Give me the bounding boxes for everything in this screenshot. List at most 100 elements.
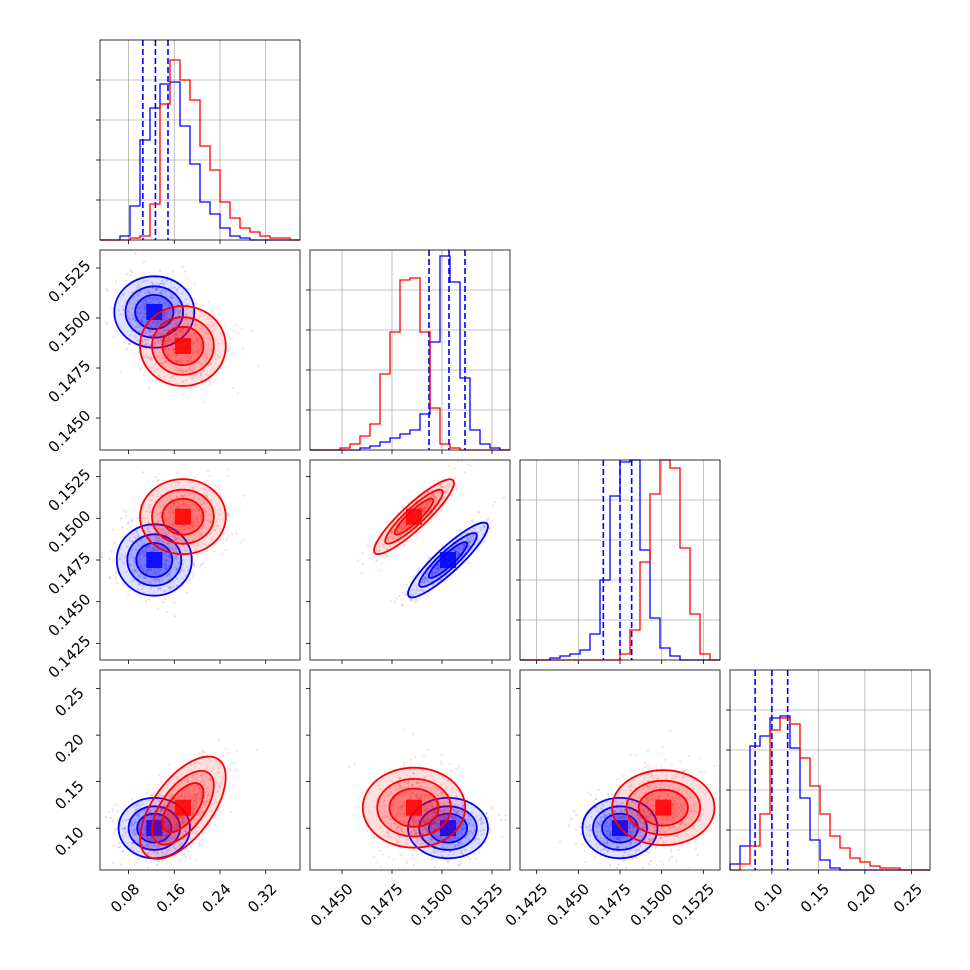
scatter-point (164, 826, 167, 829)
panel-content (356, 460, 505, 607)
scatter-point (204, 354, 208, 358)
scatter-point (425, 827, 429, 830)
scatter-point (412, 863, 416, 867)
scatter-point (470, 811, 473, 814)
scatter-point (195, 801, 198, 804)
scatter-point (168, 848, 172, 852)
scatter-point (404, 521, 407, 524)
scatter-point (429, 495, 433, 498)
scatter-point (163, 365, 166, 369)
scatter-point (162, 357, 165, 360)
scatter-point (625, 866, 628, 869)
scatter-point (134, 320, 138, 323)
scatter-point (567, 824, 571, 827)
scatter-point (204, 360, 207, 363)
scatter-point (178, 368, 182, 371)
scatter-point (125, 510, 128, 513)
scatter-point (174, 332, 178, 335)
scatter-point (160, 837, 163, 840)
scatter-point (155, 784, 158, 787)
scatter-point (458, 864, 462, 867)
scatter-point (428, 837, 432, 840)
scatter-point (467, 463, 470, 466)
scatter-point (177, 501, 180, 504)
scatter-point (166, 574, 169, 577)
scatter-point (393, 798, 397, 801)
scatter-point (192, 831, 195, 835)
scatter-point (165, 567, 169, 570)
scatter-point (431, 573, 434, 576)
scatter-point (615, 777, 618, 781)
scatter-point (175, 334, 178, 337)
scatter-point (150, 794, 153, 797)
scatter-point (136, 517, 139, 520)
scatter-point (401, 765, 405, 769)
scatter-point (213, 798, 216, 801)
scatter-point (171, 522, 174, 526)
scatter-point (159, 322, 162, 325)
scatter-point (173, 525, 177, 528)
scatter-point (138, 326, 142, 329)
scatter-point (109, 816, 113, 820)
scatter-point (131, 830, 135, 833)
scatter-point (427, 501, 430, 504)
scatter-point (107, 289, 110, 293)
scatter-point (424, 808, 427, 812)
scatter-point (373, 836, 376, 839)
scatter-point (203, 750, 206, 754)
scatter-point (633, 839, 636, 843)
scatter-point (161, 505, 164, 508)
scatter-point (129, 525, 132, 528)
density-peak-series-0 (146, 552, 163, 568)
scatter-point (185, 329, 188, 332)
scatter-point (189, 356, 193, 359)
scatter-point (377, 542, 380, 545)
scatter-point (197, 524, 200, 527)
scatter-point (154, 578, 158, 581)
scatter-point (202, 803, 205, 806)
scatter-point (143, 554, 146, 557)
scatter-point (164, 836, 167, 839)
scatter-point (592, 801, 596, 804)
scatter-point (190, 521, 194, 525)
scatter-point (170, 827, 173, 830)
scatter-point (361, 793, 364, 796)
scatter-point (158, 299, 161, 302)
scatter-point (440, 854, 444, 857)
scatter-point (195, 802, 198, 805)
scatter-point (169, 820, 172, 823)
scatter-point (456, 460, 460, 462)
scatter-point (156, 339, 160, 343)
scatter-point (142, 260, 146, 263)
scatter-point (202, 831, 206, 835)
scatter-point (157, 548, 160, 551)
scatter-point (180, 329, 184, 333)
scatter-point (410, 597, 413, 601)
scatter-point (172, 523, 175, 526)
scatter-point (161, 579, 164, 582)
scatter-point (461, 547, 464, 551)
scatter-point (168, 564, 171, 567)
scatter-point (468, 858, 472, 861)
scatter-point (182, 502, 186, 506)
scatter-point (199, 310, 202, 314)
scatter-point (171, 546, 174, 550)
scatter-point (378, 827, 381, 830)
scatter-point (457, 830, 460, 834)
scatter-point (171, 319, 175, 322)
scatter-point (218, 763, 221, 767)
scatter-point (373, 805, 376, 809)
scatter-point (397, 531, 400, 534)
scatter-point (432, 833, 435, 836)
scatter-point (423, 827, 426, 830)
scatter-point (430, 823, 433, 826)
scatter-point (153, 580, 157, 583)
scatter-point (163, 342, 166, 345)
scatter-point (119, 862, 123, 866)
scatter-point (439, 485, 443, 489)
scatter-point (131, 317, 134, 321)
scatter-point (160, 332, 164, 335)
scatter-point (164, 359, 168, 363)
scatter-point (221, 538, 225, 541)
scatter-point (396, 541, 399, 544)
